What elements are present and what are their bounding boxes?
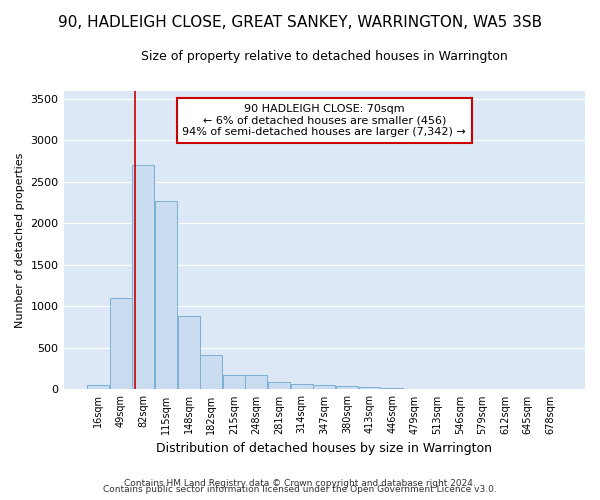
Bar bbox=[359, 387, 380, 390]
Title: Size of property relative to detached houses in Warrington: Size of property relative to detached ho… bbox=[141, 50, 508, 63]
Bar bbox=[313, 386, 335, 390]
Y-axis label: Number of detached properties: Number of detached properties bbox=[15, 152, 25, 328]
Bar bbox=[133, 166, 154, 390]
Bar bbox=[268, 382, 290, 390]
Bar bbox=[155, 201, 177, 390]
Bar bbox=[178, 316, 200, 390]
Bar bbox=[200, 354, 222, 390]
Bar bbox=[110, 298, 132, 390]
Text: 90 HADLEIGH CLOSE: 70sqm
← 6% of detached houses are smaller (456)
94% of semi-d: 90 HADLEIGH CLOSE: 70sqm ← 6% of detache… bbox=[182, 104, 466, 137]
Bar bbox=[87, 386, 109, 390]
X-axis label: Distribution of detached houses by size in Warrington: Distribution of detached houses by size … bbox=[156, 442, 492, 455]
Bar bbox=[381, 388, 403, 390]
Bar bbox=[291, 384, 313, 390]
Text: Contains public sector information licensed under the Open Government Licence v3: Contains public sector information licen… bbox=[103, 485, 497, 494]
Bar bbox=[245, 375, 268, 390]
Text: 90, HADLEIGH CLOSE, GREAT SANKEY, WARRINGTON, WA5 3SB: 90, HADLEIGH CLOSE, GREAT SANKEY, WARRIN… bbox=[58, 15, 542, 30]
Bar bbox=[336, 386, 358, 390]
Bar bbox=[404, 389, 425, 390]
Bar bbox=[223, 375, 245, 390]
Text: Contains HM Land Registry data © Crown copyright and database right 2024.: Contains HM Land Registry data © Crown c… bbox=[124, 478, 476, 488]
